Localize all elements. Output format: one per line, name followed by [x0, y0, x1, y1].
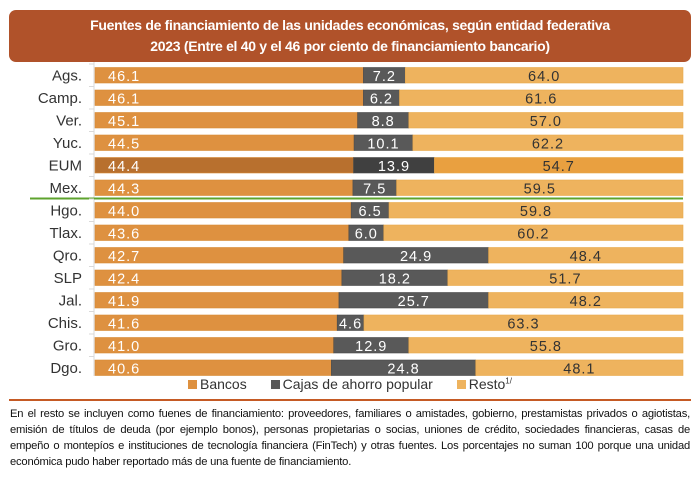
chart-title-line2: 2023 (Entre el 40 y el 46 por ciento de … — [150, 38, 550, 54]
data-label-cajas: 7.2 — [373, 69, 396, 85]
divider-rule — [9, 399, 691, 401]
footnote: En el resto se incluyen como fuenes de f… — [10, 408, 690, 468]
y-tick-label: Hgo. — [50, 202, 82, 219]
data-label-cajas: 6.5 — [358, 204, 381, 220]
bar-resto — [475, 359, 684, 376]
chart-title-line1: Fuentes de financiamiento de las unidade… — [90, 17, 610, 33]
data-label-bancos: 41.6 — [108, 316, 140, 332]
bar-resto — [388, 202, 684, 219]
y-tick-label: Chis. — [48, 315, 82, 332]
y-tick-label: Tlax. — [49, 225, 82, 242]
data-label-bancos: 41.9 — [108, 294, 140, 310]
y-tick-label: Qro. — [53, 247, 82, 264]
y-tick-label: Mex. — [49, 180, 82, 197]
data-label-bancos: 42.7 — [108, 249, 140, 265]
data-label-resto: 54.7 — [543, 159, 575, 175]
data-label-cajas: 7.5 — [363, 181, 386, 197]
data-label-cajas: 24.9 — [400, 249, 432, 265]
legend-swatch-bancos — [188, 380, 198, 389]
legend: Bancos Cajas de ahorro popular Resto1/ — [0, 376, 700, 392]
data-label-resto: 59.8 — [520, 204, 552, 220]
data-label-resto: 63.3 — [507, 316, 539, 332]
data-label-cajas: 6.2 — [370, 91, 393, 107]
chart-title: Fuentes de financiamiento de las unidade… — [9, 10, 691, 62]
y-tick-label: Yuc. — [53, 135, 82, 152]
data-label-bancos: 40.6 — [108, 361, 140, 376]
data-label-cajas: 13.9 — [378, 159, 410, 175]
legend-item-bancos: Bancos — [188, 376, 247, 392]
bar-resto — [488, 247, 684, 264]
data-label-bancos: 44.5 — [108, 136, 140, 152]
data-label-bancos: 41.0 — [108, 339, 140, 355]
y-tick-label: Jal. — [59, 292, 82, 309]
legend-label-resto: Resto — [468, 376, 506, 392]
bar-resto — [396, 179, 684, 196]
data-label-resto: 64.0 — [528, 69, 560, 85]
data-label-resto: 62.2 — [532, 136, 564, 152]
bar-resto — [363, 314, 684, 331]
legend-swatch-cajas — [270, 380, 280, 389]
bar-resto — [399, 89, 684, 106]
y-tick-label: EUM — [49, 157, 82, 174]
data-label-bancos: 45.1 — [108, 114, 140, 130]
legend-footnote-marker: 1/ — [505, 376, 512, 386]
data-label-bancos: 44.3 — [108, 181, 140, 197]
y-tick-label: Ver. — [56, 112, 82, 129]
data-label-bancos: 42.4 — [108, 271, 140, 287]
bar-resto — [488, 292, 684, 309]
bar-resto — [405, 67, 684, 84]
data-label-resto: 60.2 — [517, 226, 549, 242]
data-label-bancos: 44.4 — [108, 159, 140, 175]
data-label-cajas: 24.8 — [387, 361, 419, 376]
data-label-bancos: 44.0 — [108, 204, 140, 220]
data-label-cajas: 4.6 — [339, 316, 362, 332]
data-label-bancos: 46.1 — [108, 91, 140, 107]
data-label-bancos: 46.1 — [108, 69, 140, 85]
data-label-cajas: 6.0 — [355, 226, 378, 242]
data-label-resto: 48.1 — [563, 361, 595, 376]
legend-label-bancos: Bancos — [200, 376, 247, 392]
y-tick-label: Camp. — [38, 90, 82, 107]
bar-resto — [447, 269, 684, 286]
y-tick-label: Gro. — [53, 337, 82, 354]
legend-item-resto: Resto1/ — [456, 376, 512, 392]
data-label-cajas: 18.2 — [379, 271, 411, 287]
data-label-resto: 51.7 — [549, 271, 581, 287]
bar-resto — [408, 112, 684, 129]
y-tick-label: Dgo. — [50, 360, 82, 376]
data-label-resto: 59.5 — [524, 181, 556, 197]
legend-label-cajas: Cajas de ahorro popular — [282, 376, 433, 392]
bar-resto — [434, 157, 684, 174]
legend-item-cajas: Cajas de ahorro popular — [270, 376, 433, 392]
data-label-resto: 55.8 — [530, 339, 562, 355]
data-label-resto: 48.4 — [570, 249, 602, 265]
data-label-cajas: 25.7 — [398, 294, 430, 310]
data-label-resto: 61.6 — [525, 91, 557, 107]
data-label-resto: 48.2 — [570, 294, 602, 310]
legend-swatch-resto — [456, 380, 466, 389]
data-label-cajas: 12.9 — [355, 339, 387, 355]
y-tick-label: SLP — [54, 270, 82, 287]
data-label-resto: 57.0 — [530, 114, 562, 130]
stacked-bar-chart: Ags. 46.1 7.2 64.0 Camp. 46.1 6.2 61.6 Ver. 45.1 8… — [30, 62, 684, 376]
data-label-cajas: 10.1 — [367, 136, 399, 152]
y-tick-label: Ags. — [52, 67, 82, 84]
bar-resto — [408, 337, 684, 354]
data-label-bancos: 43.6 — [108, 226, 140, 242]
bar-resto — [412, 134, 684, 151]
data-label-cajas: 8.8 — [372, 114, 395, 130]
bar-resto — [383, 224, 684, 241]
